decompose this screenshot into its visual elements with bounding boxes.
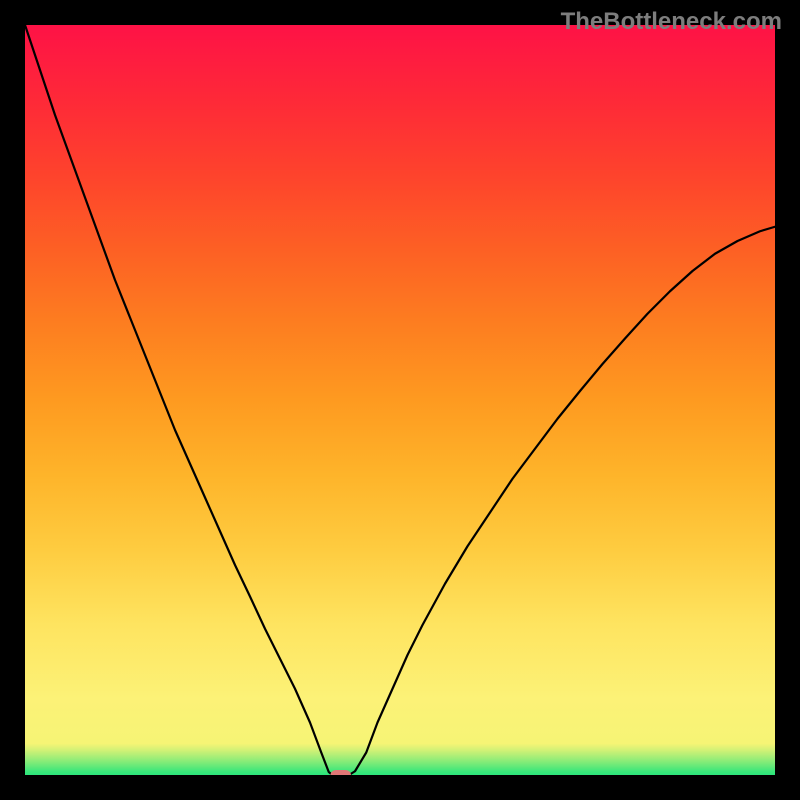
bottleneck-chart: TheBottleneck.com (0, 0, 800, 800)
chart-svg (0, 0, 800, 800)
watermark-text: TheBottleneck.com (561, 8, 782, 36)
plot-background (25, 25, 775, 775)
